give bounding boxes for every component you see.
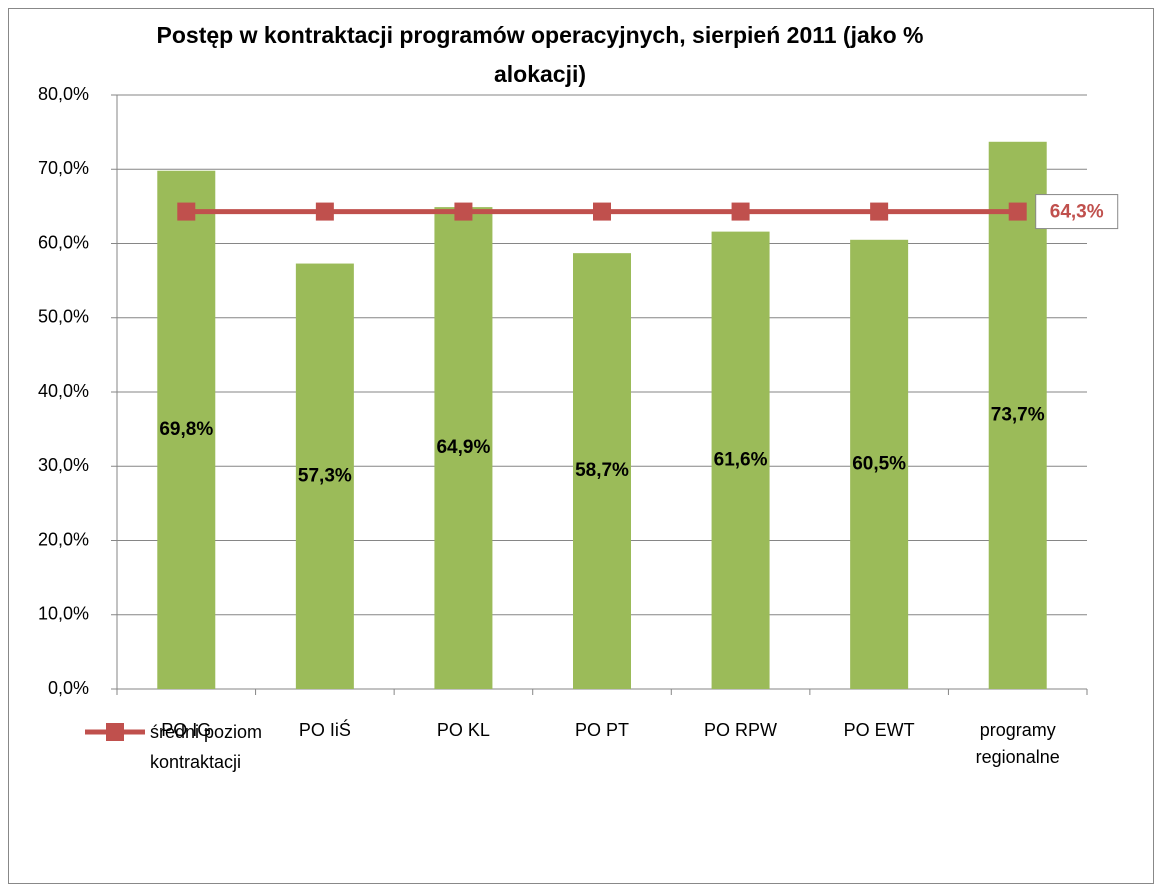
y-tick-label: 10,0%	[38, 604, 89, 624]
x-tick-label: PO KL	[436, 720, 490, 740]
legend-label: średni poziom kontraktacji	[150, 722, 263, 772]
bar	[434, 207, 493, 689]
x-tick-label: PO PT	[574, 720, 629, 740]
y-tick-label: 50,0%	[38, 307, 89, 327]
bar	[157, 170, 216, 690]
y-tick-label: 80,0%	[38, 84, 89, 104]
data-label-box	[1035, 194, 1119, 230]
bar	[850, 239, 909, 689]
line-marker	[593, 202, 611, 221]
line-marker	[1008, 202, 1027, 221]
y-tick-label: 40,0%	[38, 381, 89, 401]
data-label: 57,3%	[298, 465, 352, 486]
bar	[711, 231, 770, 689]
chart-border	[8, 8, 1154, 884]
y-tick-label: 30,0%	[38, 455, 89, 475]
x-tick-label: PO EWT	[843, 720, 915, 740]
data-label: 60,5%	[852, 453, 906, 474]
chart-title: Postęp w kontraktacji programów operacyj…	[156, 22, 924, 87]
x-tick-label: programy regionalne	[975, 720, 1060, 767]
line-marker	[870, 202, 889, 221]
data-label: 58,7%	[575, 460, 629, 481]
bar	[988, 141, 1047, 690]
data-label: 64,9%	[436, 437, 490, 458]
line-marker	[731, 202, 750, 221]
data-label: 69,8%	[159, 419, 213, 440]
data-label: 64,3%	[1050, 202, 1104, 223]
bar	[573, 253, 631, 689]
y-tick-label: 70,0%	[38, 158, 89, 178]
data-label: 73,7%	[991, 404, 1045, 425]
y-tick-label: 20,0%	[38, 529, 89, 549]
x-tick-label: PO IiŚ	[298, 720, 351, 740]
y-tick-label: 0,0%	[48, 678, 89, 698]
legend-marker	[106, 723, 124, 741]
x-tick-label: PO RPW	[704, 720, 778, 740]
line-marker	[454, 202, 473, 221]
bar	[295, 263, 354, 689]
x-tick-label: PO IG	[161, 720, 212, 740]
line-marker	[177, 202, 196, 221]
y-tick-label: 60,0%	[38, 232, 89, 252]
data-label: 61,6%	[714, 449, 768, 470]
line-marker	[315, 202, 334, 221]
